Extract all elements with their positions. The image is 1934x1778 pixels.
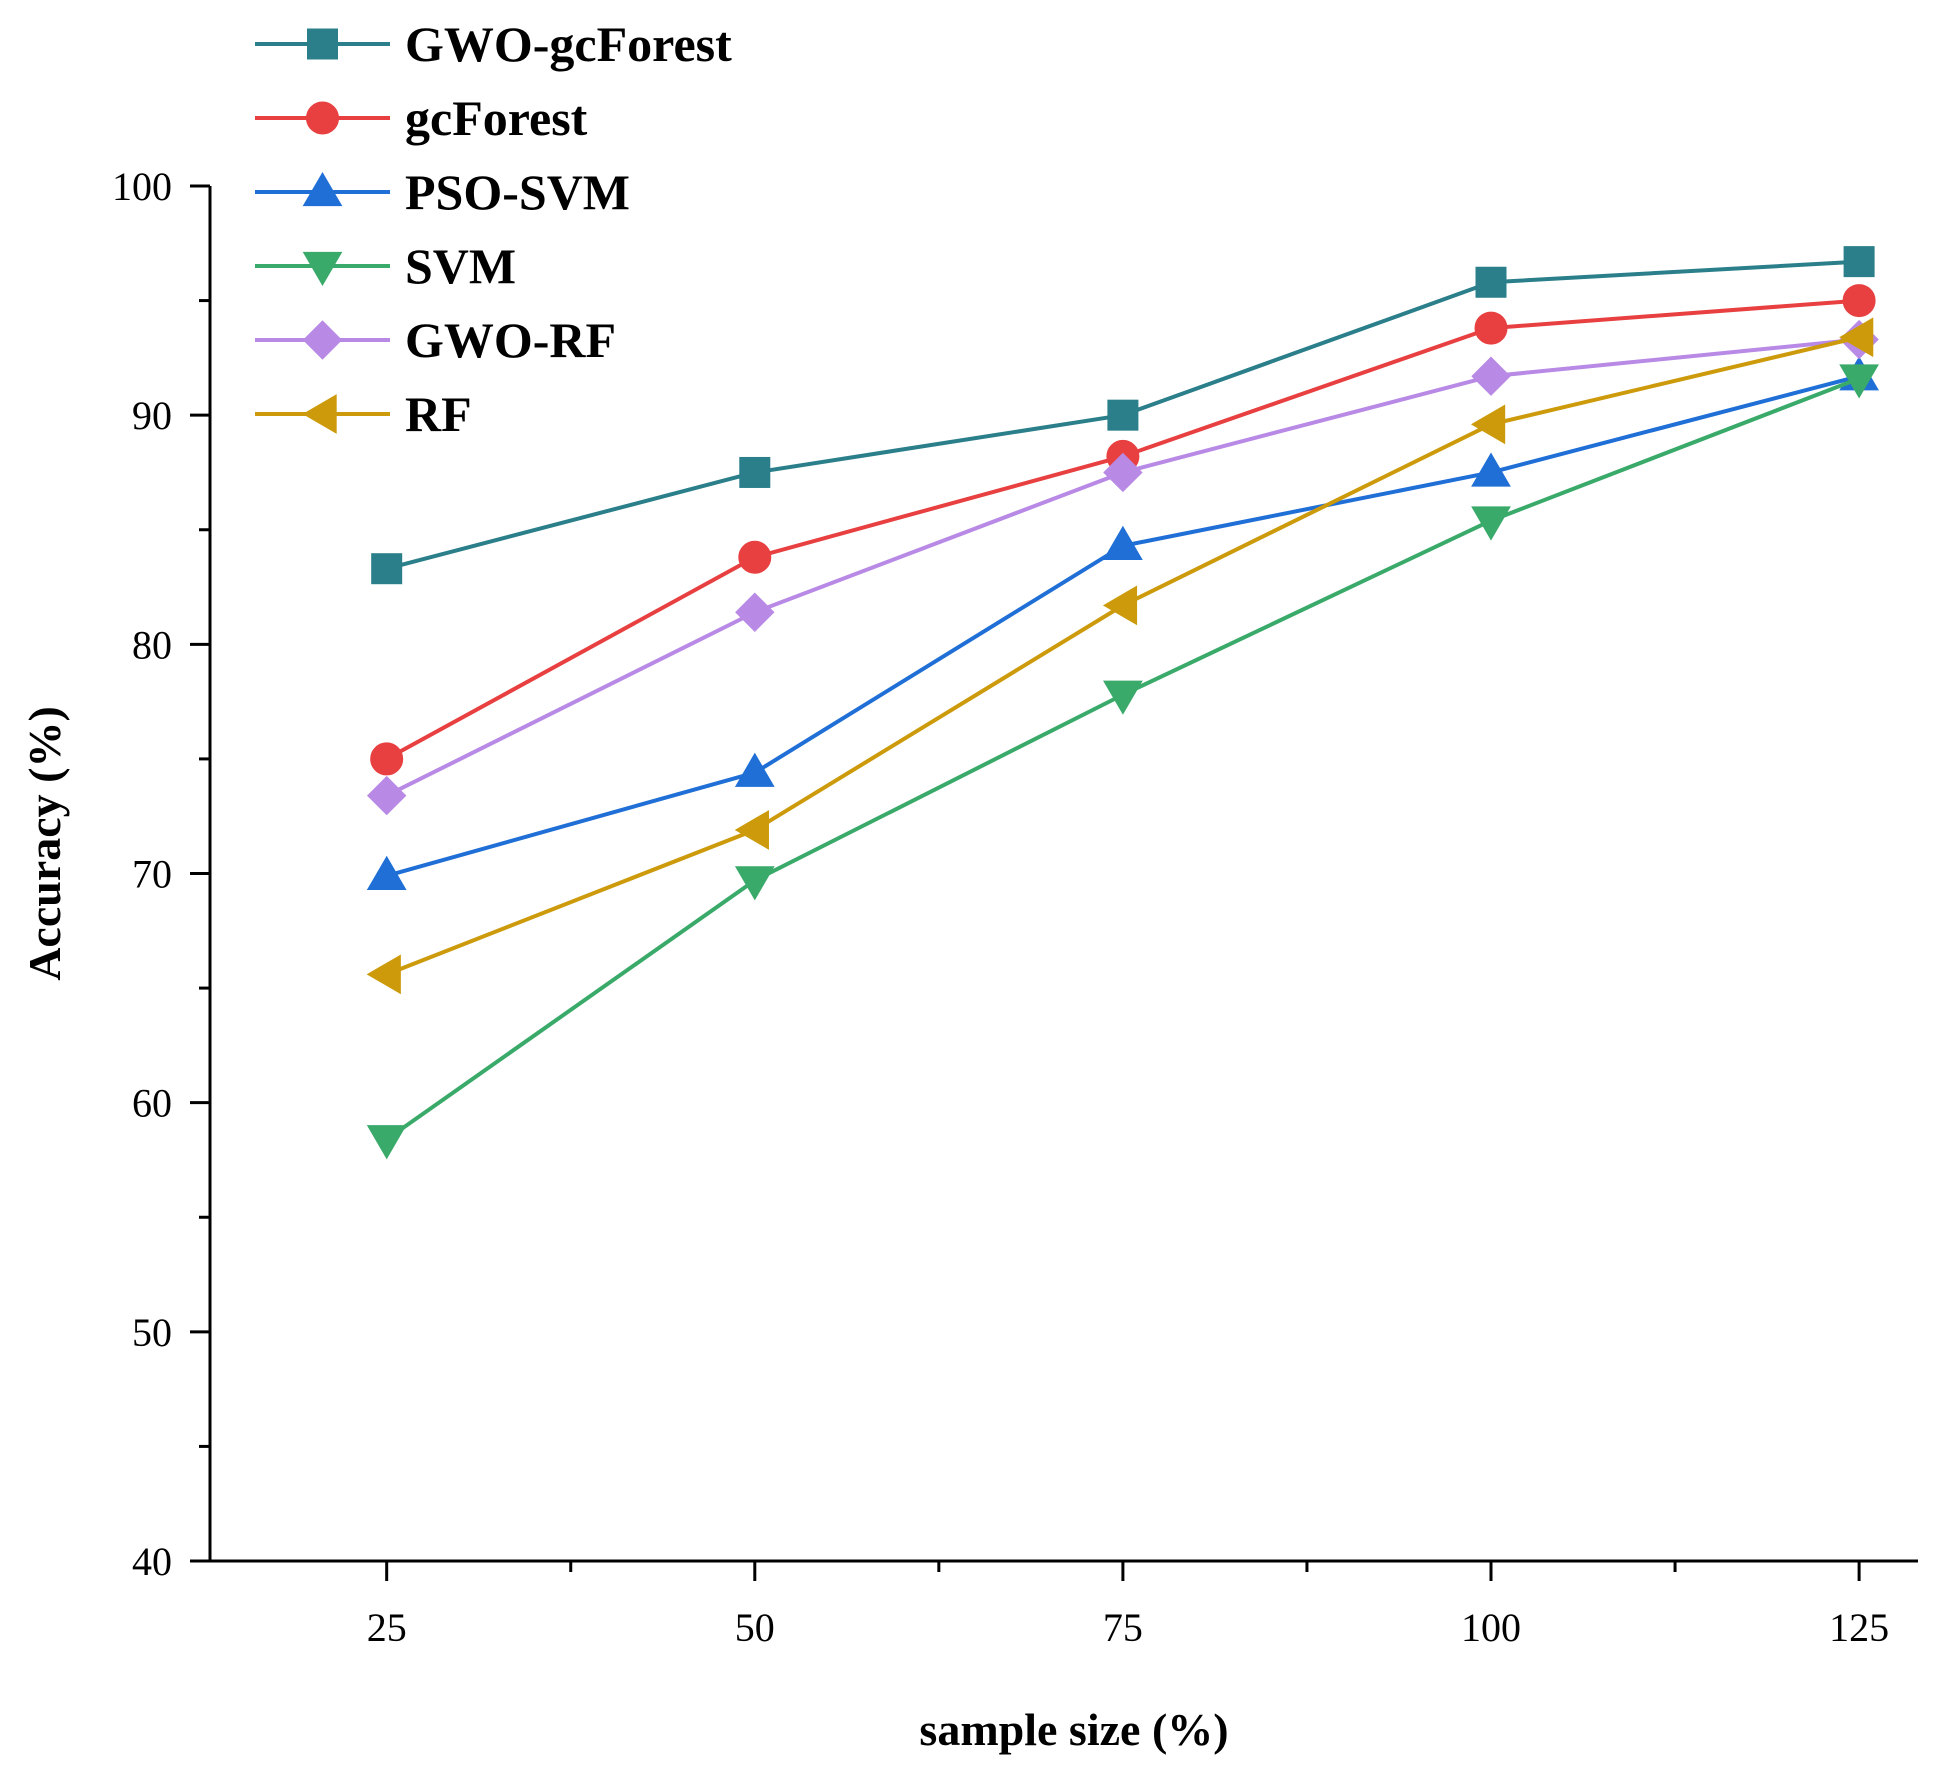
data-point: [366, 1125, 407, 1160]
legend-label: SVM: [405, 238, 516, 294]
y-tick-label: 70: [132, 852, 172, 897]
data-point: [1103, 452, 1143, 493]
series-gwo-rf: [366, 319, 1879, 816]
data-point: [1475, 266, 1507, 298]
x-tick-label: 75: [1103, 1605, 1143, 1650]
data-point: [1839, 317, 1874, 358]
data-point: [734, 752, 775, 787]
y-tick-label: 80: [132, 622, 172, 667]
legend-marker: [302, 251, 343, 286]
y-tick-label: 90: [132, 393, 172, 438]
legend-marker: [307, 28, 338, 60]
data-point: [735, 592, 775, 632]
legend-item: GWO-RF: [255, 312, 616, 368]
data-point: [734, 810, 769, 850]
data-point: [734, 866, 775, 901]
legend-marker: [306, 101, 339, 135]
y-tick-label: 40: [132, 1539, 172, 1584]
legend-marker: [302, 394, 337, 434]
data-point: [1842, 284, 1876, 318]
y-tick-label: 100: [112, 164, 172, 209]
axes: 40 50 60 70 80 90 100 25 50 75 100 125: [112, 164, 1918, 1650]
data-point: [1474, 311, 1508, 345]
legend-marker: [302, 172, 343, 207]
x-tick-label: 125: [1829, 1605, 1889, 1650]
data-point: [366, 954, 401, 995]
data-point: [739, 456, 771, 488]
data-point: [1102, 585, 1138, 626]
data-point: [1103, 525, 1143, 560]
series-pso-svm: [366, 356, 1879, 890]
data-point: [370, 742, 404, 776]
legend-item: PSO-SVM: [255, 164, 630, 220]
series-gwo-gcforest: [371, 246, 1875, 585]
data-point: [1471, 404, 1506, 445]
data-point: [1839, 364, 1879, 399]
data-point: [738, 540, 772, 574]
legend: GWO-gcForest gcForest PSO-SVM SVM GWO-RF RF: [255, 16, 732, 442]
y-tick-label: 60: [132, 1081, 172, 1126]
series-svm: [366, 364, 1879, 1160]
legend-marker: [302, 320, 343, 360]
x-tick-label: 25: [367, 1605, 407, 1650]
x-tick-label: 50: [735, 1605, 775, 1650]
data-point: [371, 553, 403, 585]
legend-label: RF: [405, 386, 472, 442]
series-rf: [366, 317, 1874, 995]
data-point: [1471, 452, 1511, 487]
data-point: [366, 855, 407, 890]
legend-label: gcForest: [405, 90, 588, 146]
legend-label: GWO-RF: [405, 312, 616, 368]
data-point: [1471, 506, 1511, 541]
x-axis-title: sample size (%): [919, 1704, 1228, 1755]
y-axis-title: Accuracy (%): [19, 706, 70, 981]
legend-item: GWO-gcForest: [255, 16, 732, 72]
y-tick-label: 50: [132, 1310, 172, 1355]
legend-item: RF: [255, 386, 472, 442]
legend-item: gcForest: [255, 90, 588, 146]
data-point: [1471, 356, 1511, 396]
legend-label: PSO-SVM: [405, 164, 630, 220]
series-line: [385, 376, 1860, 1141]
legend-label: GWO-gcForest: [405, 16, 732, 72]
data-point: [366, 775, 407, 816]
data-point: [1107, 399, 1139, 431]
data-point: [1103, 680, 1143, 715]
legend-item: SVM: [255, 238, 516, 294]
series-layer: [366, 246, 1879, 1160]
x-tick-label: 100: [1461, 1605, 1521, 1650]
data-point: [1843, 246, 1875, 278]
